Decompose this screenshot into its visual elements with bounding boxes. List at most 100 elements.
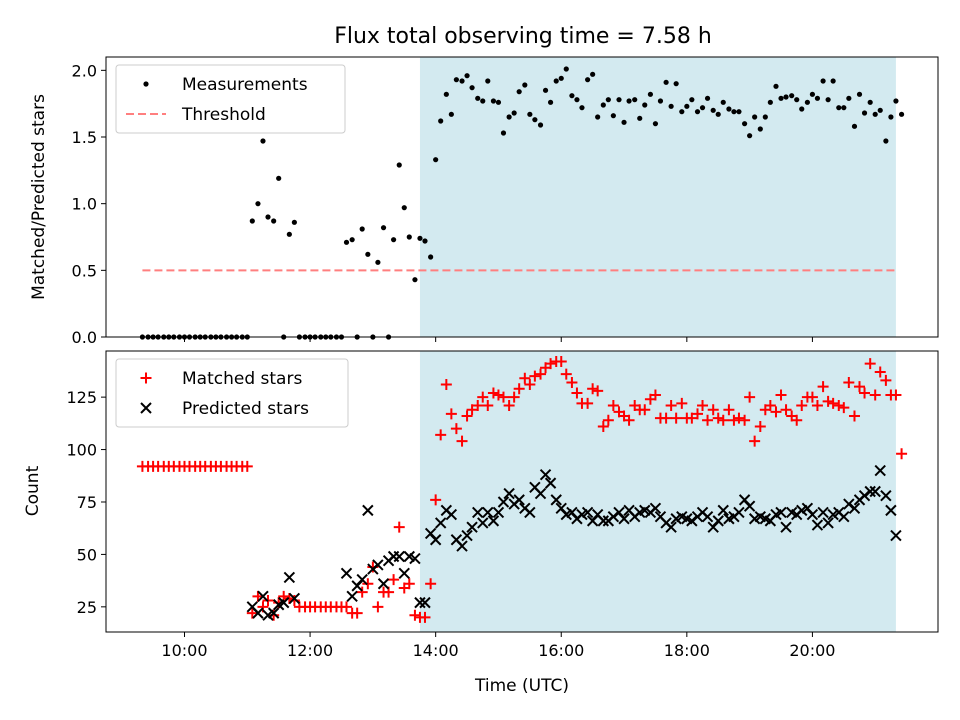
data-point	[804, 99, 810, 105]
legend-box	[115, 64, 346, 134]
data-point	[477, 391, 489, 403]
data-point	[443, 91, 449, 97]
data-point	[393, 521, 405, 533]
legend-label: Matched stars	[182, 369, 302, 389]
data-point	[775, 506, 787, 519]
data-point	[806, 391, 818, 403]
data-point	[864, 358, 876, 370]
data-point	[789, 93, 795, 99]
data-point	[827, 397, 839, 409]
x-tick-label: 10:00	[161, 641, 207, 660]
data-point	[676, 397, 688, 409]
data-point	[566, 376, 578, 388]
data-point	[836, 105, 842, 111]
data-point	[277, 596, 290, 609]
y-tick-label: 125	[66, 388, 97, 407]
panel-0: 0.0 0.5 1.0 1.5 2.0 Measurements Threshold	[72, 56, 939, 347]
legend-label: Threshold	[181, 105, 266, 125]
data-point	[872, 111, 878, 117]
data-point	[406, 234, 412, 240]
x-tick-label: 12:00	[287, 641, 333, 660]
data-point	[377, 578, 390, 590]
data-point	[668, 103, 674, 109]
x-tick-label: 20:00	[789, 641, 835, 660]
data-point	[600, 102, 606, 108]
data-point	[433, 157, 439, 163]
data-point	[626, 98, 632, 104]
data-point	[670, 412, 682, 424]
data-point	[461, 410, 473, 422]
data-point	[637, 115, 643, 121]
data-point	[783, 94, 789, 100]
data-point	[692, 408, 704, 420]
data-point	[848, 410, 860, 422]
legend-swatch	[143, 81, 149, 87]
data-point	[492, 506, 505, 519]
data-point	[241, 460, 253, 472]
data-point	[544, 477, 557, 489]
data-point	[288, 595, 300, 607]
data-point	[469, 85, 475, 91]
data-point	[542, 87, 549, 93]
data-point	[534, 487, 547, 500]
data-point	[694, 109, 701, 115]
data-point	[398, 567, 410, 579]
data-point	[545, 358, 557, 370]
data-point	[825, 97, 831, 103]
data-point	[893, 98, 899, 104]
data-point	[495, 99, 502, 105]
legend: Matched stars Predicted stars	[115, 358, 349, 428]
data-point	[519, 372, 531, 384]
data-point	[697, 400, 709, 412]
data-point	[472, 506, 484, 519]
data-point	[888, 114, 894, 120]
data-point	[288, 592, 301, 605]
data-point	[511, 110, 517, 116]
data-point	[265, 214, 271, 220]
data-point	[412, 277, 418, 283]
data-point	[898, 111, 905, 117]
data-point	[490, 98, 497, 104]
data-point	[780, 404, 792, 416]
data-point	[686, 515, 698, 527]
data-point	[340, 567, 353, 579]
data-point	[660, 412, 672, 424]
data-point	[861, 110, 868, 116]
data-point	[817, 506, 829, 519]
data-point	[464, 73, 470, 79]
data-point	[595, 114, 601, 120]
data-point	[356, 573, 368, 586]
data-point	[607, 400, 619, 412]
data-point	[560, 368, 572, 380]
data-point	[736, 109, 742, 115]
data-point	[809, 91, 816, 97]
data-point	[497, 391, 509, 403]
data-point	[276, 175, 282, 181]
data-point	[822, 517, 834, 529]
data-point	[503, 487, 515, 500]
data-point	[539, 469, 552, 481]
x-tick-label: 16:00	[538, 641, 584, 660]
panel-0-ylabel: Matched/Predicted stars	[29, 94, 49, 300]
data-point	[846, 95, 852, 101]
data-point	[571, 387, 583, 399]
data-point	[497, 496, 510, 508]
data-point	[712, 412, 724, 424]
data-point	[475, 95, 481, 101]
data-point	[744, 391, 756, 403]
data-point	[741, 121, 748, 127]
data-point	[466, 521, 478, 533]
chart-title: Flux total observing time = 7.58 h	[334, 24, 712, 49]
data-point	[665, 400, 677, 412]
data-point	[856, 91, 863, 97]
data-point	[375, 259, 381, 265]
data-point	[563, 66, 569, 72]
data-point	[450, 423, 462, 435]
data-point	[550, 494, 562, 506]
data-point	[286, 231, 292, 237]
data-point	[610, 113, 616, 119]
data-point	[867, 99, 873, 105]
data-point	[752, 114, 758, 120]
data-point	[733, 506, 745, 519]
data-point	[428, 254, 434, 260]
